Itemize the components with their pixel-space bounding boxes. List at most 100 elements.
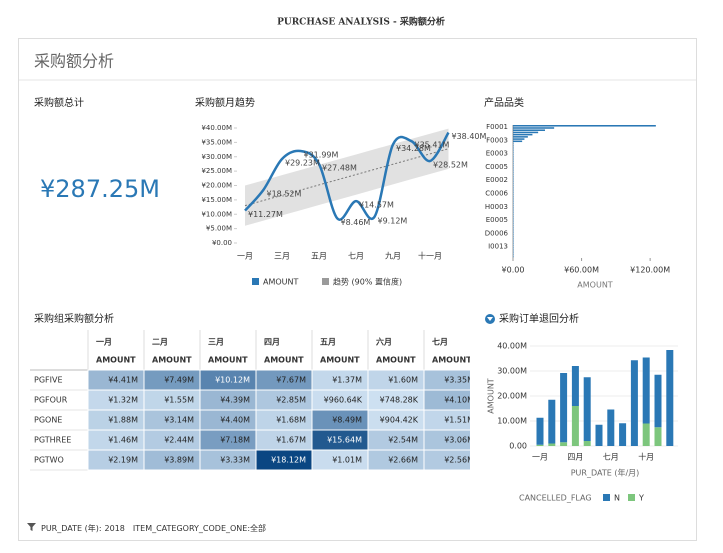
- x-axis-label: PUR_DATE (年/月): [571, 468, 640, 478]
- bar: [513, 169, 514, 171]
- legend-title: CANCELLED_FLAG: [519, 494, 592, 503]
- bar: [513, 213, 514, 216]
- x-tick-label: 七月: [603, 453, 619, 462]
- bar: [513, 246, 514, 249]
- bar-segment: [595, 424, 603, 446]
- cell-value: ¥4.39M: [220, 396, 250, 405]
- kpi-value: ¥287.25M: [40, 175, 160, 203]
- bar: [513, 215, 514, 218]
- bar: [513, 255, 514, 258]
- legend-label: Y: [638, 494, 644, 503]
- table-title: 采购组采购额分析: [34, 312, 114, 325]
- cell-value: ¥15.64M: [327, 436, 362, 445]
- bar: [513, 229, 514, 231]
- bar: [513, 184, 514, 187]
- bar: [513, 138, 525, 140]
- bar: [513, 140, 523, 143]
- data-label: ¥34.28M: [396, 144, 431, 153]
- cell-value: ¥960.64K: [324, 396, 363, 405]
- cell-value: ¥8.49M: [332, 416, 362, 425]
- bar: [513, 189, 514, 191]
- cell-value: ¥1.68M: [276, 416, 306, 425]
- x-tick-label: 五月: [311, 252, 327, 261]
- measure-header: AMOUNT: [264, 356, 304, 365]
- y-tick-label: ¥30.00M: [201, 153, 232, 161]
- bar: [513, 224, 514, 227]
- measure-header: AMOUNT: [152, 356, 192, 365]
- cell-value: ¥1.51M: [444, 416, 474, 425]
- bar: [513, 156, 514, 158]
- bar: [513, 242, 514, 245]
- kpi-title: 采购额总计: [34, 96, 84, 109]
- icon: [487, 317, 493, 321]
- bar: [513, 153, 514, 156]
- bar: [513, 209, 514, 211]
- x-tick-label: 七月: [348, 252, 364, 261]
- bar: [513, 204, 514, 207]
- y-tick-label: ¥40.00M: [201, 124, 232, 132]
- column-header: 一月: [96, 338, 112, 347]
- cell-value: ¥1.32M: [108, 396, 138, 405]
- data-label: ¥11.27M: [248, 210, 283, 219]
- bar: [513, 251, 514, 253]
- measure-header: AMOUNT: [96, 356, 136, 365]
- y-tick-label: 20.00M: [497, 392, 527, 401]
- bar: [513, 191, 514, 194]
- measure-header: AMOUNT: [376, 356, 416, 365]
- bar: [513, 207, 514, 209]
- cell-value: ¥4.41M: [108, 376, 138, 385]
- data-label: ¥14.57M: [359, 201, 394, 210]
- cell-value: ¥1.37M: [332, 376, 362, 385]
- bar: [513, 231, 514, 233]
- row-header: PGFOUR: [34, 396, 68, 405]
- data-label: ¥31.99M: [304, 151, 339, 160]
- x-tick-label: 九月: [385, 252, 401, 261]
- bar-segment: [548, 443, 556, 446]
- y-tick-label: H0003: [485, 203, 508, 211]
- bar: [513, 180, 514, 182]
- cell-value: ¥3.89M: [164, 456, 194, 465]
- chart-title: 采购订单退回分析: [499, 312, 579, 325]
- x-axis-label: AMOUNT: [577, 281, 613, 290]
- x-tick-label: 十一月: [418, 251, 442, 261]
- data-label: ¥28.52M: [433, 161, 468, 170]
- y-tick-label: 10.00M: [497, 417, 527, 426]
- line: [244, 131, 450, 221]
- y-tick-label: ¥5.00M: [206, 225, 232, 233]
- bar: [513, 253, 514, 256]
- cell-value: ¥3.35M: [444, 376, 474, 385]
- y-tick-label: E0002: [486, 176, 508, 184]
- data-label: ¥27.48M: [322, 163, 357, 172]
- data-label: ¥29.23M: [285, 158, 320, 167]
- column-header: 七月: [432, 337, 448, 347]
- cell-value: ¥3.06M: [444, 436, 474, 445]
- bar-segment: [630, 360, 638, 446]
- bar: [513, 142, 514, 145]
- bar: [513, 173, 514, 176]
- y-tick-label: ¥25.00M: [201, 167, 232, 175]
- cell-value: ¥1.01M: [332, 456, 362, 465]
- bar-segment: [571, 406, 579, 446]
- bar: [513, 127, 555, 129]
- x-tick-label: ¥60.00M: [564, 266, 599, 275]
- bar-segment: [607, 409, 615, 446]
- column-header: 五月: [320, 338, 336, 347]
- row-header: PGFIVE: [34, 376, 63, 385]
- legend-swatch: [628, 494, 635, 501]
- y-tick-label: 30.00M: [497, 367, 527, 376]
- cell-value: ¥7.67M: [276, 376, 306, 385]
- x-tick-label: ¥0.00: [502, 266, 525, 275]
- trend-line: [244, 148, 449, 207]
- data-label: ¥9.12M: [378, 216, 408, 225]
- cell-value: ¥18.12M: [271, 456, 306, 465]
- bar-segment: [571, 366, 579, 406]
- legend-label: 趋势 (90% 置信度): [333, 277, 402, 287]
- y-tick-label: I0013: [488, 243, 508, 251]
- x-tick-label: 三月: [274, 252, 290, 261]
- y-tick-label: 0.00: [509, 442, 527, 451]
- bar: [513, 182, 514, 185]
- bar: [513, 235, 514, 238]
- bar: [513, 147, 514, 149]
- measure-header: AMOUNT: [208, 356, 248, 365]
